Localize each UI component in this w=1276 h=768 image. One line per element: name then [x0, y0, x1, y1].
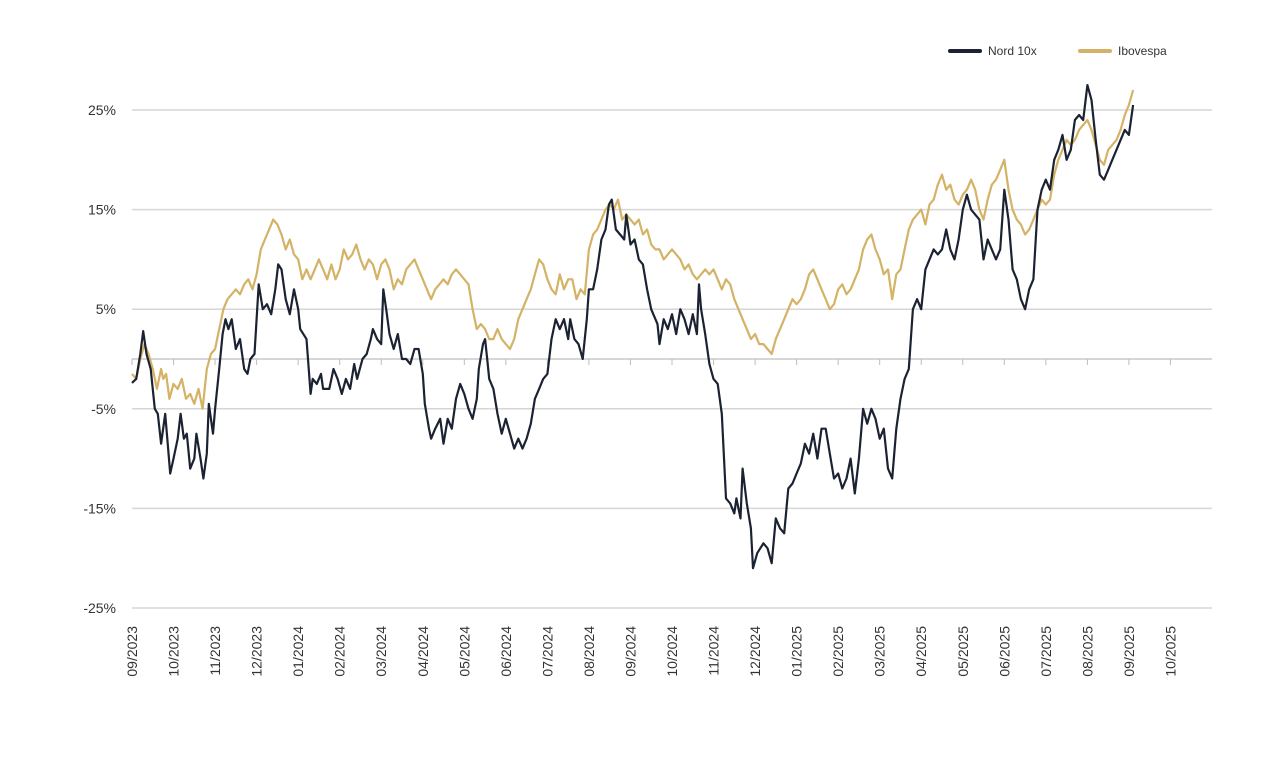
x-tick-label: 09/2024 — [622, 626, 638, 677]
x-tick-label: 12/2024 — [747, 626, 763, 677]
x-tick-label: 06/2025 — [996, 626, 1012, 677]
x-tick-label: 05/2024 — [456, 626, 472, 677]
y-tick-label: 25% — [88, 102, 116, 118]
x-tick-label: 12/2023 — [249, 626, 265, 677]
x-tick-label: 05/2025 — [955, 626, 971, 677]
x-tick-label: 01/2025 — [789, 626, 805, 677]
y-tick-label: -25% — [83, 600, 116, 616]
legend-label-ibovespa: Ibovespa — [1118, 44, 1167, 58]
series-line-ibovespa — [131, 89, 1135, 410]
legend-label-nord-10x: Nord 10x — [988, 44, 1037, 58]
x-tick-label: 03/2025 — [872, 626, 888, 677]
x-tick-label: 08/2024 — [581, 626, 597, 677]
y-axis-ticks: 25% 15% 5% -5% -15% -25% — [83, 102, 116, 616]
series-line-nord-10x — [131, 84, 1135, 570]
x-tick-label: 10/2024 — [664, 626, 680, 677]
x-tick-label: 02/2025 — [830, 626, 846, 677]
y-tick-label: 5% — [96, 301, 116, 317]
x-tick-label: 06/2024 — [498, 626, 514, 677]
x-tick-label: 03/2024 — [373, 626, 389, 677]
x-tick-label: 11/2024 — [706, 626, 722, 676]
series-lines — [131, 84, 1135, 570]
x-tick-label: 10/2023 — [166, 626, 182, 677]
legend: Nord 10x Ibovespa — [948, 44, 1167, 58]
y-tick-label: -15% — [83, 500, 116, 516]
x-axis-ticks: 09/2023 10/2023 11/2023 12/2023 01/2024 02/20… — [124, 359, 1178, 677]
x-tick-label: 04/2025 — [913, 626, 929, 677]
x-tick-label: 11/2023 — [207, 626, 223, 676]
x-tick-label: 08/2025 — [1079, 626, 1095, 677]
x-tick-label: 09/2025 — [1121, 626, 1137, 677]
x-tick-label: 09/2023 — [124, 626, 140, 677]
y-tick-label: 15% — [88, 202, 116, 218]
x-tick-label: 07/2024 — [539, 626, 555, 677]
y-tick-label: -5% — [91, 401, 116, 417]
x-tick-label: 04/2024 — [415, 626, 431, 677]
x-tick-label: 10/2025 — [1162, 626, 1178, 677]
grid-lines — [132, 109, 1212, 609]
x-tick-label: 02/2024 — [332, 626, 348, 677]
x-tick-label: 07/2025 — [1038, 626, 1054, 677]
x-tick-label: 01/2024 — [290, 626, 306, 677]
